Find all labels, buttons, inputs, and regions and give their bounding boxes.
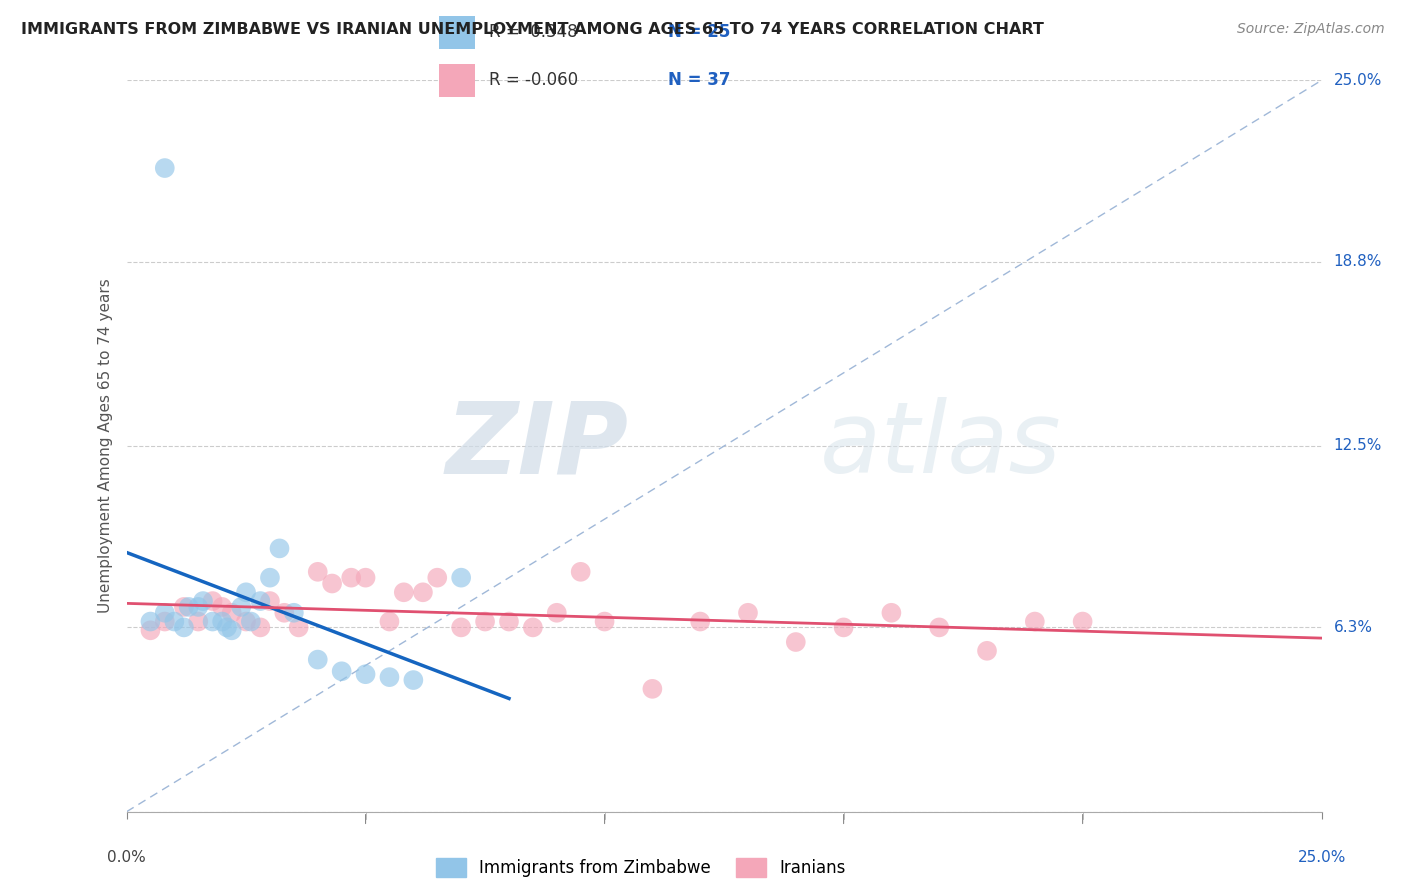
Point	[201, 594, 224, 608]
Point	[173, 620, 195, 634]
Text: ZIP: ZIP	[446, 398, 628, 494]
Point	[173, 599, 195, 614]
Text: N = 37: N = 37	[668, 71, 730, 89]
Text: 12.5%: 12.5%	[1333, 439, 1382, 453]
Legend: Immigrants from Zimbabwe, Iranians: Immigrants from Zimbabwe, Iranians	[429, 851, 852, 884]
Text: 0.0%: 0.0%	[107, 850, 146, 864]
Point	[153, 615, 176, 629]
Point	[259, 594, 281, 608]
Text: N = 25: N = 25	[668, 23, 730, 41]
Point	[976, 644, 998, 658]
Point	[832, 620, 855, 634]
Point	[221, 624, 243, 638]
Point	[321, 576, 343, 591]
Point	[426, 571, 449, 585]
Point	[215, 620, 238, 634]
Point	[737, 606, 759, 620]
Point	[522, 620, 544, 634]
Y-axis label: Unemployment Among Ages 65 to 74 years: Unemployment Among Ages 65 to 74 years	[98, 278, 114, 614]
Point	[287, 620, 309, 634]
Text: atlas: atlas	[820, 398, 1062, 494]
Point	[1024, 615, 1046, 629]
Point	[139, 624, 162, 638]
Point	[450, 571, 472, 585]
Point	[354, 667, 377, 681]
Point	[928, 620, 950, 634]
Text: R =  0.348: R = 0.348	[489, 23, 578, 41]
Point	[249, 594, 271, 608]
Text: 25.0%: 25.0%	[1298, 850, 1346, 864]
Point	[307, 565, 329, 579]
Point	[785, 635, 807, 649]
Point	[235, 585, 257, 599]
Point	[177, 599, 200, 614]
Point	[402, 673, 425, 687]
Point	[211, 599, 233, 614]
Point	[378, 670, 401, 684]
Point	[392, 585, 415, 599]
Text: R = -0.060: R = -0.060	[489, 71, 578, 89]
Point	[880, 606, 903, 620]
Point	[191, 594, 214, 608]
Point	[569, 565, 592, 579]
Point	[498, 615, 520, 629]
Point	[378, 615, 401, 629]
Point	[546, 606, 568, 620]
Point	[139, 615, 162, 629]
Text: 6.3%: 6.3%	[1333, 620, 1372, 635]
Point	[273, 606, 295, 620]
Point	[340, 571, 363, 585]
Point	[211, 615, 233, 629]
Point	[249, 620, 271, 634]
Point	[231, 599, 253, 614]
FancyBboxPatch shape	[439, 64, 475, 96]
Point	[412, 585, 434, 599]
Point	[259, 571, 281, 585]
Point	[201, 615, 224, 629]
Point	[221, 606, 243, 620]
Point	[474, 615, 496, 629]
Point	[153, 161, 176, 175]
Point	[187, 615, 209, 629]
Point	[330, 665, 353, 679]
Text: 18.8%: 18.8%	[1333, 254, 1382, 269]
Point	[283, 606, 305, 620]
Text: IMMIGRANTS FROM ZIMBABWE VS IRANIAN UNEMPLOYMENT AMONG AGES 65 TO 74 YEARS CORRE: IMMIGRANTS FROM ZIMBABWE VS IRANIAN UNEM…	[21, 22, 1045, 37]
Point	[239, 615, 262, 629]
Point	[641, 681, 664, 696]
Point	[163, 615, 186, 629]
Point	[307, 652, 329, 666]
Point	[1071, 615, 1094, 629]
Point	[450, 620, 472, 634]
Point	[593, 615, 616, 629]
Point	[269, 541, 291, 556]
Point	[689, 615, 711, 629]
Point	[187, 599, 209, 614]
FancyBboxPatch shape	[439, 16, 475, 48]
Point	[354, 571, 377, 585]
Text: Source: ZipAtlas.com: Source: ZipAtlas.com	[1237, 22, 1385, 37]
Point	[235, 615, 257, 629]
Text: 25.0%: 25.0%	[1333, 73, 1382, 87]
Point	[153, 606, 176, 620]
